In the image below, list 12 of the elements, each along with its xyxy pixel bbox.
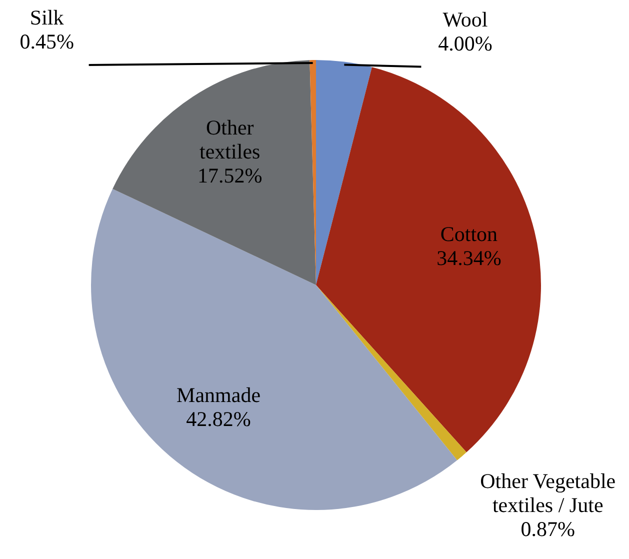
data-label: 4.00% [438,31,492,56]
slice-label: Silk [30,6,64,30]
slice-label: Other Vegetable textiles / Jute [480,468,616,517]
data-label: 0.45% [20,30,74,54]
slice-label: Manmade [176,383,261,408]
slice-label: Wool [442,7,488,32]
slice-label: Other textiles [200,116,260,164]
data-label: 0.87% [520,516,575,541]
data-label: 34.34% [436,246,502,270]
data-label: 42.82% [186,407,251,432]
data-label: 17.52% [197,164,262,188]
slice-label: Cotton [440,222,498,246]
